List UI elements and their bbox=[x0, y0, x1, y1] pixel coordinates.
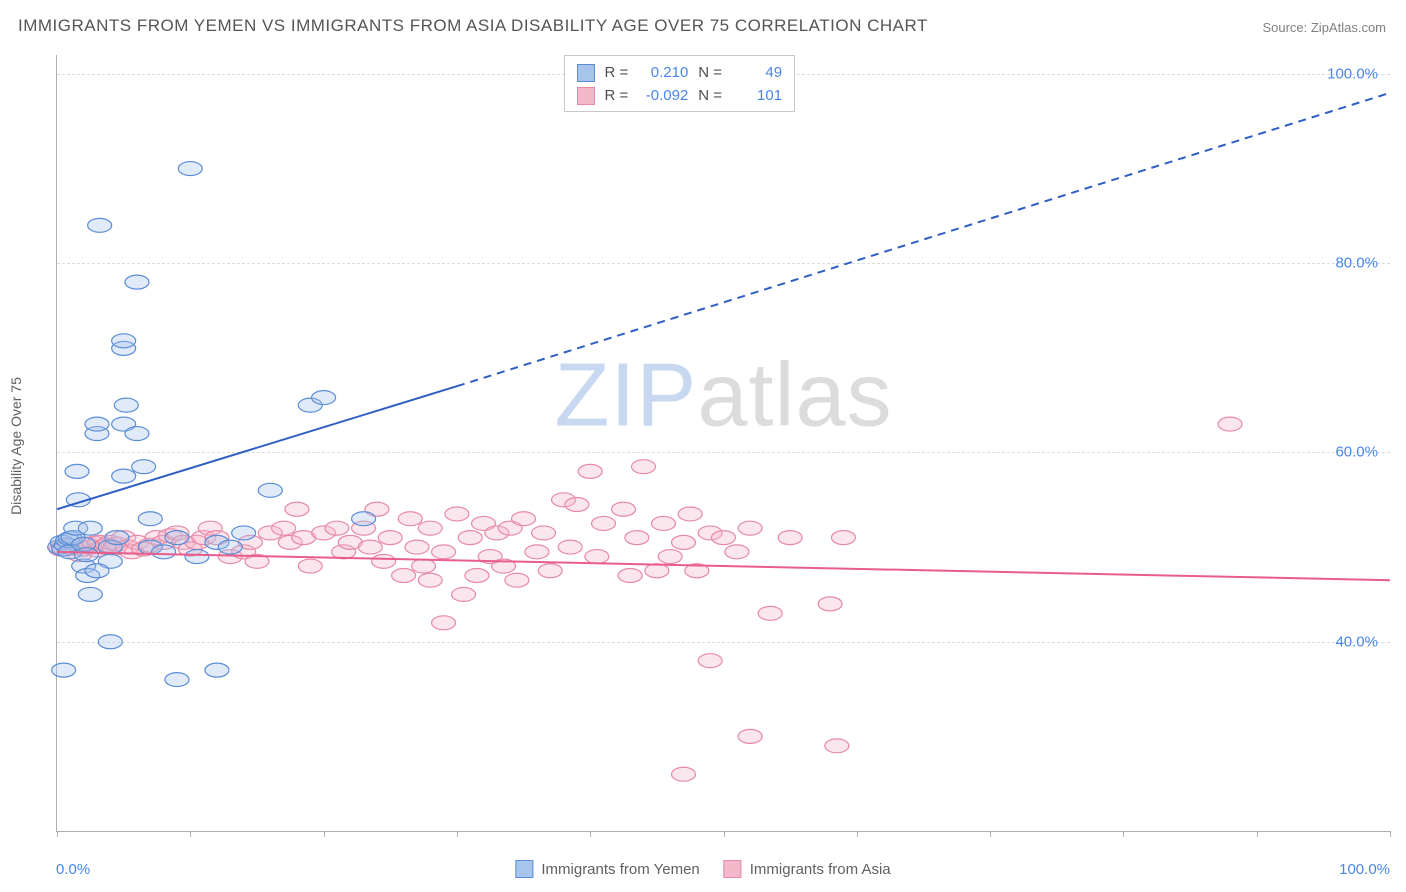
chart-title: IMMIGRANTS FROM YEMEN VS IMMIGRANTS FROM… bbox=[18, 16, 928, 36]
source-attribution: Source: ZipAtlas.com bbox=[1262, 20, 1386, 35]
stats-legend-box: R = 0.210 N = 49 R = -0.092 N = 101 bbox=[564, 55, 796, 112]
x-axis-max-label: 100.0% bbox=[1339, 861, 1390, 878]
legend-label-yemen: Immigrants from Yemen bbox=[541, 861, 699, 878]
y-tick-label: 60.0% bbox=[1335, 444, 1378, 461]
legend-swatch-yemen bbox=[515, 860, 533, 878]
stats-r-value-0: 0.210 bbox=[638, 62, 688, 85]
stats-swatch-yemen bbox=[577, 64, 595, 82]
legend-item-yemen: Immigrants from Yemen bbox=[515, 860, 699, 878]
stats-row-asia: R = -0.092 N = 101 bbox=[577, 85, 783, 108]
bottom-legend: Immigrants from Yemen Immigrants from As… bbox=[515, 860, 890, 878]
stats-n-value-0: 49 bbox=[732, 62, 782, 85]
legend-label-asia: Immigrants from Asia bbox=[750, 861, 891, 878]
stats-r-label-1: R = bbox=[605, 85, 629, 108]
chart-container: IMMIGRANTS FROM YEMEN VS IMMIGRANTS FROM… bbox=[0, 0, 1406, 892]
stats-row-yemen: R = 0.210 N = 49 bbox=[577, 62, 783, 85]
stats-n-label-0: N = bbox=[698, 62, 722, 85]
y-axis-label: Disability Age Over 75 bbox=[8, 377, 24, 515]
stats-swatch-asia bbox=[577, 87, 595, 105]
y-tick-label: 100.0% bbox=[1327, 65, 1378, 82]
y-tick-label: 80.0% bbox=[1335, 255, 1378, 272]
plot-area: ZIPatlas R = 0.210 N = 49 R = -0.092 N =… bbox=[56, 55, 1390, 832]
stats-r-label-0: R = bbox=[605, 62, 629, 85]
stats-n-value-1: 101 bbox=[732, 85, 782, 108]
x-axis-min-label: 0.0% bbox=[56, 861, 90, 878]
scatter-svg bbox=[57, 55, 1390, 831]
y-tick-label: 40.0% bbox=[1335, 633, 1378, 650]
stats-n-label-1: N = bbox=[698, 85, 722, 108]
legend-swatch-asia bbox=[724, 860, 742, 878]
stats-r-value-1: -0.092 bbox=[638, 85, 688, 108]
legend-item-asia: Immigrants from Asia bbox=[724, 860, 891, 878]
